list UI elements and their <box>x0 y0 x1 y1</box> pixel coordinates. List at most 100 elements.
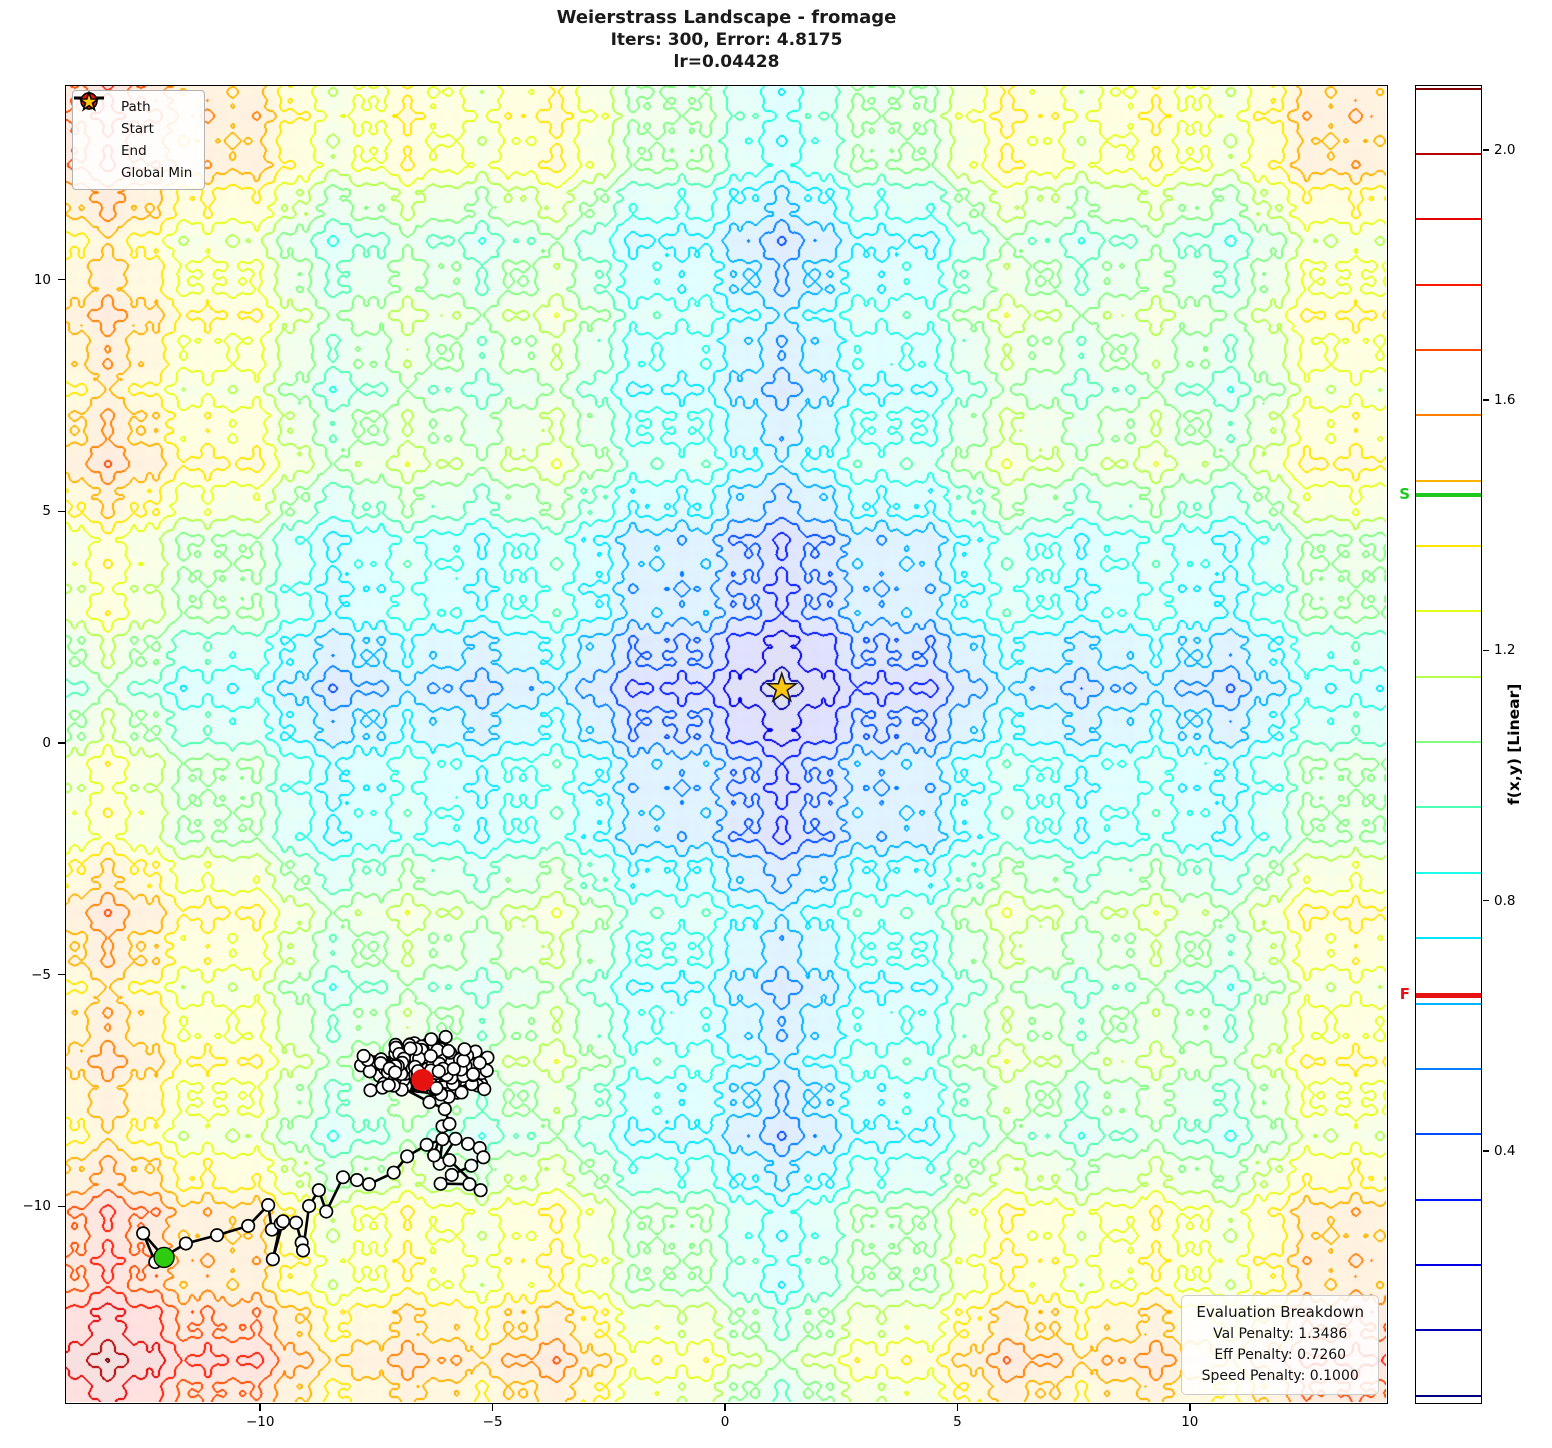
path-point <box>441 1043 456 1059</box>
x-tick-label: 0 <box>720 1414 730 1430</box>
x-tick-mark <box>491 1404 494 1411</box>
x-tick-mark <box>1189 1404 1191 1411</box>
x-axis: −10 −5 0 5 10 <box>65 1404 1388 1440</box>
path-point <box>457 1042 472 1057</box>
legend-item-global-min: Global Min <box>77 91 193 184</box>
y-tick-mark <box>58 278 65 281</box>
colorbar-tick <box>1483 149 1489 151</box>
x-tick-label: 10 <box>1181 1414 1199 1430</box>
path-point <box>261 1198 276 1213</box>
colorbar-level-line <box>1416 87 1481 90</box>
colorbar-bar <box>1415 85 1482 1404</box>
x-tick-mark <box>259 1404 261 1411</box>
path-point <box>265 1252 280 1267</box>
path-point <box>454 1085 469 1100</box>
colorbar-tick-label: 1.6 <box>1494 392 1516 409</box>
path-point <box>462 1177 477 1192</box>
colorbar-level-line <box>1416 675 1481 678</box>
path-point <box>295 1243 311 1258</box>
colorbar-tick-label: 0.4 <box>1494 1142 1516 1159</box>
path-point <box>136 1226 151 1241</box>
path-point <box>444 1167 459 1182</box>
colorbar-final-marker <box>1416 993 1481 998</box>
colorbar-tick-label: 0.8 <box>1494 892 1516 909</box>
colorbar-level-line <box>1416 937 1481 940</box>
path-overlay <box>136 670 799 1270</box>
evaluation-title: Evaluation Breakdown <box>1196 1303 1364 1321</box>
path-point <box>460 1136 476 1151</box>
colorbar-level-line <box>1416 152 1481 155</box>
path-point <box>363 1083 378 1098</box>
legend-label-start: Start <box>121 121 154 137</box>
colorbar-tick <box>1483 899 1489 902</box>
path-point <box>319 1204 334 1219</box>
legend-label-end: End <box>121 143 147 159</box>
path-point <box>433 1176 448 1191</box>
colorbar: 0.4 0.8 1.2 1.6 2.0 S F <box>1380 85 1552 1404</box>
path-point <box>446 1061 461 1076</box>
colorbar-level-line <box>1416 1067 1481 1070</box>
path-point <box>362 1064 377 1079</box>
path-point <box>361 1177 377 1192</box>
colorbar-start-label: S <box>1399 485 1410 504</box>
path-point <box>435 1132 450 1147</box>
path-point <box>302 1198 317 1214</box>
legend-label-path: Path <box>121 99 151 115</box>
y-tick-label: 5 <box>42 503 51 520</box>
path-point <box>431 1064 446 1079</box>
path-point <box>403 1041 418 1056</box>
legend-item-end: End <box>80 92 192 162</box>
path-point <box>477 1082 492 1097</box>
path-point <box>442 1116 457 1132</box>
colorbar-level-line <box>1416 414 1481 417</box>
path-point <box>466 1067 481 1082</box>
end-point <box>411 1068 434 1091</box>
chart-title: Weierstrass Landscape - fromage Iters: 3… <box>65 6 1388 73</box>
colorbar-level-line <box>1416 283 1481 286</box>
colorbar-level-line <box>1416 871 1481 874</box>
path-point <box>335 1170 351 1185</box>
colorbar-level-line <box>1416 1002 1481 1005</box>
plot-area: Path Start End Global Min <box>65 85 1388 1404</box>
path-point <box>419 1137 434 1152</box>
colorbar-final-label: F <box>1399 985 1410 1004</box>
legend: Path Start End Global Min <box>72 90 206 190</box>
colorbar-tick-label: 1.2 <box>1494 642 1516 659</box>
colorbar-tick <box>1483 1150 1489 1152</box>
colorbar-level-line <box>1416 1394 1481 1397</box>
path-point <box>349 1172 365 1188</box>
y-tick-label: −5 <box>31 966 51 983</box>
y-axis: 10 5 0 −5 −10 <box>0 85 65 1404</box>
path-point <box>423 1048 438 1064</box>
path-point <box>442 1153 457 1168</box>
path-point <box>438 1029 453 1044</box>
path-point <box>178 1236 193 1251</box>
colorbar-tick-label: 2.0 <box>1494 142 1516 159</box>
x-tick-label: −10 <box>245 1414 275 1430</box>
path-point <box>476 1150 491 1165</box>
colorbar-level-line <box>1416 1329 1481 1332</box>
path-point <box>381 1078 396 1093</box>
path-point <box>276 1214 291 1229</box>
title-line-3: lr=0.04428 <box>673 52 780 72</box>
y-tick-label: 10 <box>33 271 51 288</box>
path-point <box>388 1065 403 1080</box>
colorbar-level-line <box>1416 348 1481 351</box>
x-tick-label: 5 <box>953 1414 962 1430</box>
colorbar-level-line <box>1416 545 1481 548</box>
path-point <box>241 1218 256 1233</box>
y-tick-mark <box>58 510 65 513</box>
eff-penalty: Eff Penalty: 0.7260 <box>1214 1347 1347 1363</box>
x-tick-mark <box>956 1404 959 1411</box>
colorbar-tick <box>1483 399 1489 401</box>
path-point <box>448 1131 463 1146</box>
y-tick-mark <box>58 1205 65 1208</box>
colorbar-level-line <box>1416 741 1481 744</box>
y-tick-mark <box>58 742 65 744</box>
path-point <box>422 1095 437 1110</box>
legend-label-global-min: Global Min <box>121 165 193 181</box>
colorbar-level-line <box>1416 218 1481 221</box>
path-point <box>429 1080 444 1096</box>
path-point <box>386 1165 401 1180</box>
